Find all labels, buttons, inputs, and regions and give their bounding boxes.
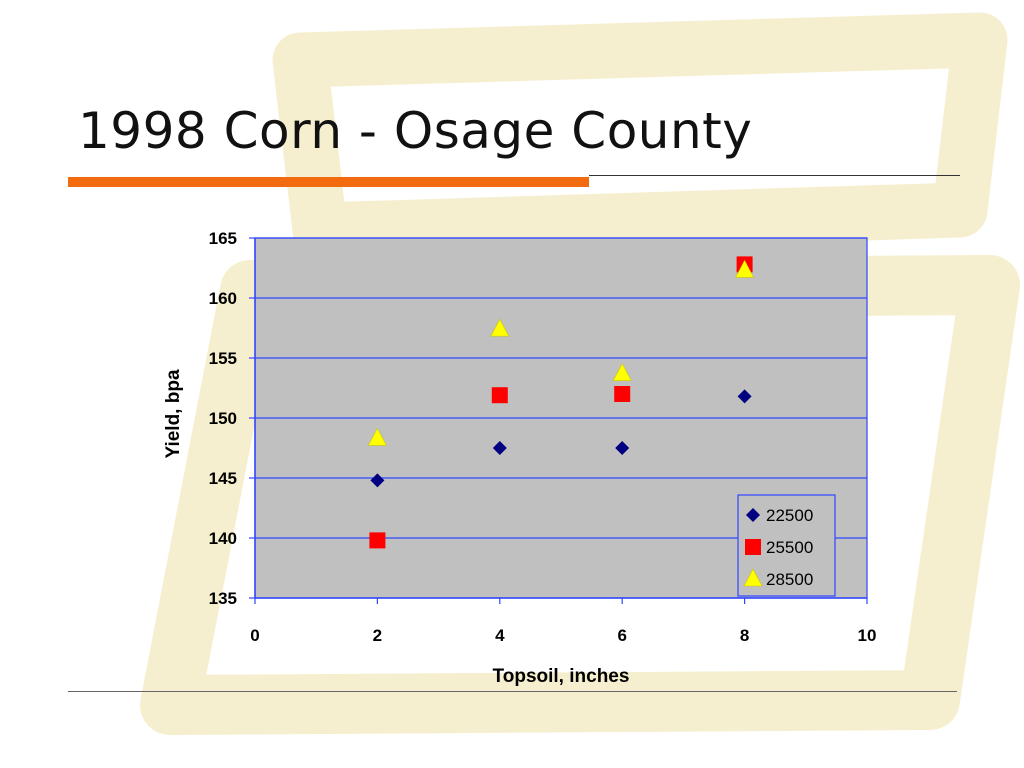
data-point-square [614, 386, 631, 402]
slide-title: 1998 Corn - Osage County [78, 102, 753, 160]
title-underline-rule [589, 175, 960, 176]
data-point-triangle [735, 259, 755, 278]
data-point-triangle [367, 427, 387, 446]
x-tick-label: 6 [617, 626, 626, 645]
y-tick-label: 160 [209, 289, 237, 308]
x-tick-label: 8 [740, 626, 749, 645]
y-tick-label: 145 [209, 469, 237, 488]
data-point-square [369, 532, 386, 549]
footer-rule [68, 691, 957, 692]
x-tick-label: 2 [373, 626, 382, 645]
legend-label: 28500 [766, 570, 813, 589]
y-tick-label: 155 [209, 349, 237, 368]
data-point-diamond [370, 473, 385, 488]
legend-marker-square [745, 539, 761, 555]
y-tick-label: 140 [209, 529, 237, 548]
legend-marker-diamond [746, 508, 760, 522]
y-tick-label: 165 [209, 229, 237, 248]
y-tick-label: 135 [209, 589, 237, 608]
legend-label: 25500 [766, 538, 813, 557]
title-underline-accent [68, 177, 589, 187]
legend-label: 22500 [766, 506, 813, 525]
x-axis-title: Topsoil, inches [493, 666, 630, 687]
data-point-diamond [492, 441, 507, 455]
y-axis-title: Yield, bpa [163, 369, 184, 458]
x-tick-label: 4 [495, 626, 505, 645]
x-tick-label: 0 [250, 626, 259, 645]
legend: 22500 25500 28500 [737, 494, 836, 597]
data-point-triangle [490, 318, 510, 337]
data-point-triangle [612, 362, 632, 381]
data-point-square [491, 387, 508, 404]
x-tick-label: 10 [858, 626, 877, 645]
y-tick-label: 150 [209, 409, 237, 428]
data-point-diamond [615, 441, 630, 455]
data-point-diamond [737, 389, 752, 404]
legend-marker-triangle [743, 568, 763, 587]
